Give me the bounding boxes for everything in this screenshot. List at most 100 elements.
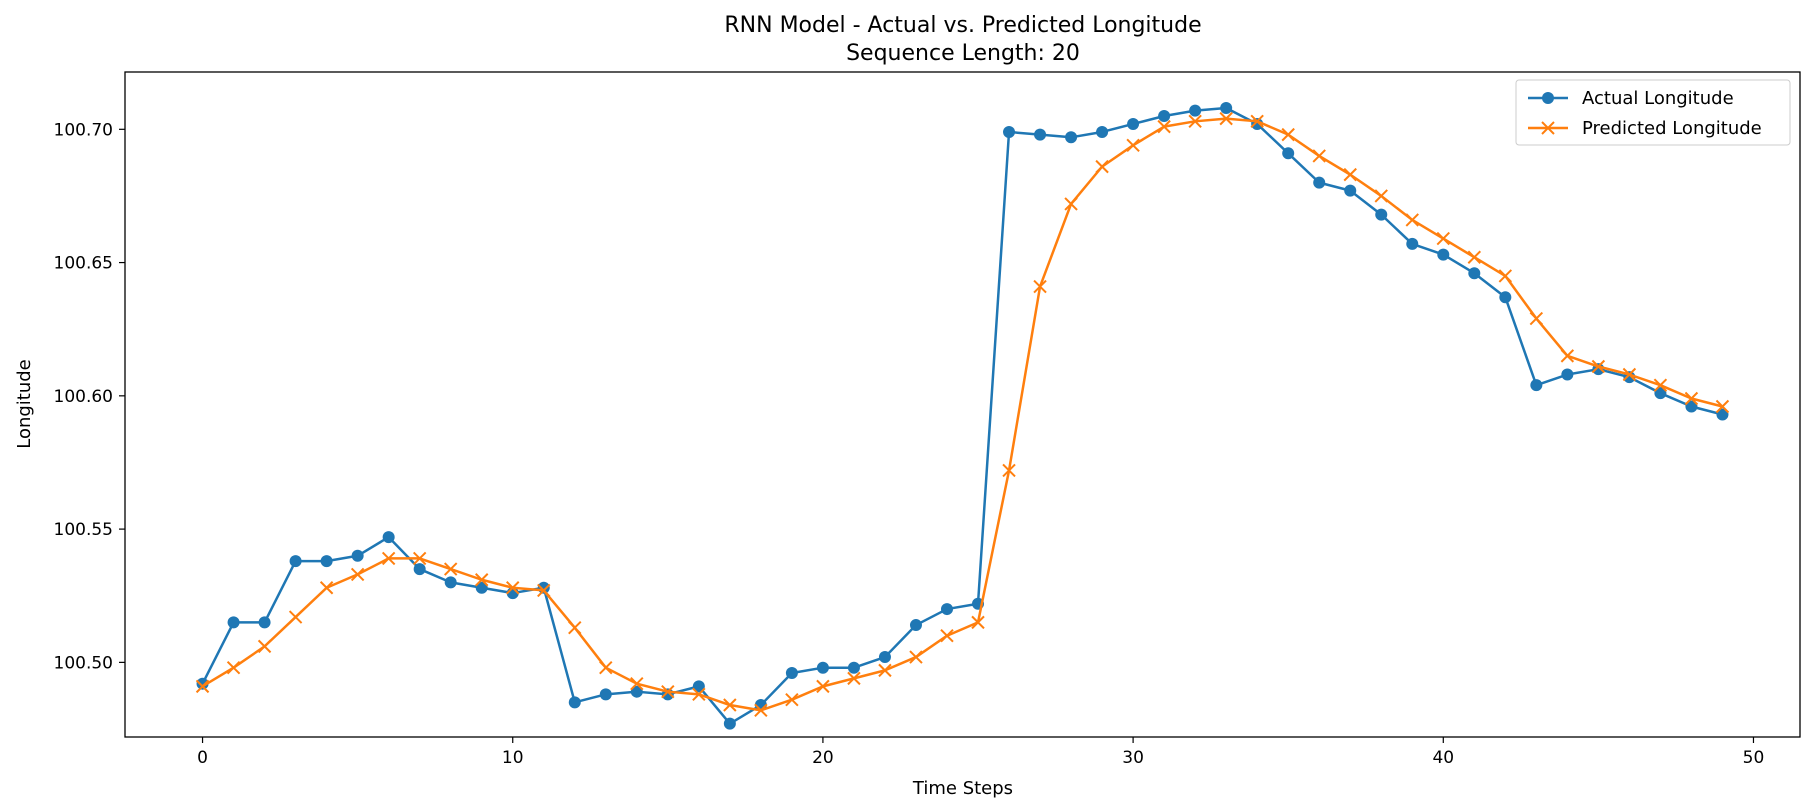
data-point-predicted — [1436, 231, 1450, 246]
y-tick-label: 100.50 — [54, 653, 113, 673]
plot-area-frame — [124, 71, 1801, 738]
data-point-actual — [1685, 400, 1698, 413]
x-tick-label: 10 — [502, 748, 524, 768]
data-point-predicted — [226, 660, 241, 675]
data-point-predicted — [1467, 250, 1482, 264]
x-tick-label: 20 — [812, 748, 834, 768]
data-point-predicted — [723, 698, 737, 712]
legend-label-predicted: Predicted Longitude — [1582, 118, 1762, 139]
data-point-predicted — [1684, 391, 1699, 406]
data-point-predicted — [568, 621, 582, 635]
data-point-actual — [1282, 147, 1295, 160]
chart-title: RNN Model - Actual vs. Predicted Longitu… — [724, 13, 1201, 38]
data-point-actual — [475, 581, 488, 594]
data-point-predicted — [537, 583, 551, 598]
data-point-actual — [258, 616, 271, 629]
data-point-actual — [1375, 208, 1388, 221]
data-point-predicted — [661, 684, 675, 699]
data-point-actual — [599, 688, 612, 701]
data-point-predicted — [1715, 399, 1730, 414]
data-point-predicted — [909, 650, 923, 664]
data-point-actual — [227, 616, 240, 629]
data-point-predicted — [1250, 114, 1264, 129]
data-point-predicted — [412, 551, 427, 566]
y-axis-ticks: 100.50 100.55 100.60 100.65 100.70 — [54, 120, 125, 673]
data-point-predicted — [1405, 213, 1419, 227]
series-line-predicted — [201, 117, 1723, 712]
data-point-predicted — [1622, 367, 1637, 382]
data-point-actual — [1437, 248, 1450, 261]
data-point-actual — [413, 563, 426, 576]
data-point-actual — [1313, 176, 1326, 189]
data-point-predicted — [1281, 127, 1295, 142]
data-point-predicted — [599, 660, 613, 675]
data-point-actual — [1127, 117, 1140, 130]
legend: Actual Longitude Predicted Longitude — [1515, 79, 1791, 146]
data-point-predicted — [1064, 197, 1078, 211]
data-point-actual — [1344, 184, 1357, 197]
data-point-actual — [1158, 109, 1171, 122]
data-point-actual — [878, 651, 891, 664]
data-point-predicted — [878, 663, 892, 678]
data-point-actual — [444, 576, 457, 589]
data-point-actual — [1096, 125, 1109, 138]
data-point-predicted — [1002, 463, 1016, 478]
data-point-predicted — [475, 573, 489, 587]
data-point-predicted — [443, 562, 458, 576]
data-point-actual — [785, 667, 798, 680]
data-point-predicted — [1591, 359, 1606, 374]
data-point-predicted — [288, 610, 303, 624]
y-tick-label: 100.70 — [54, 120, 113, 140]
data-point-predicted — [1560, 349, 1575, 363]
data-point-actual — [816, 661, 829, 674]
data-point-actual — [1499, 291, 1512, 304]
data-point-actual — [196, 677, 209, 690]
data-point-predicted — [1498, 269, 1513, 283]
x-axis-ticks: 0 10 20 30 40 50 — [197, 737, 1764, 768]
legend-label-actual: Actual Longitude — [1582, 88, 1734, 109]
data-point-actual — [1468, 267, 1481, 280]
data-point-actual — [1034, 128, 1047, 141]
data-point-actual — [289, 555, 302, 568]
data-point-predicted — [1157, 119, 1171, 134]
data-point-predicted — [506, 581, 520, 595]
y-tick-label: 100.65 — [54, 254, 113, 274]
data-point-predicted — [1653, 378, 1668, 392]
data-point-actual — [1561, 368, 1574, 381]
data-point-actual — [320, 555, 333, 568]
data-point-predicted — [257, 639, 272, 654]
data-point-predicted — [971, 615, 985, 630]
data-point-predicted — [940, 629, 954, 643]
data-point-predicted — [1126, 138, 1140, 153]
data-point-predicted — [785, 692, 799, 707]
data-point-predicted — [1188, 114, 1202, 129]
x-tick-label: 50 — [1743, 748, 1765, 768]
data-point-actual — [1003, 125, 1016, 138]
data-point-predicted — [1312, 149, 1326, 163]
data-point-predicted — [692, 687, 706, 702]
data-point-actual — [630, 685, 643, 698]
x-tick-label: 0 — [197, 748, 208, 768]
series-layer — [195, 101, 1730, 730]
data-point-predicted — [1343, 167, 1357, 182]
x-tick-label: 40 — [1432, 748, 1454, 768]
data-point-predicted — [630, 676, 644, 691]
data-point-actual — [692, 680, 705, 693]
data-point-predicted — [1529, 311, 1544, 326]
data-point-actual — [909, 619, 922, 632]
data-point-actual — [1654, 387, 1667, 400]
data-point-actual — [723, 717, 736, 730]
data-point-actual — [1406, 237, 1419, 250]
data-point-predicted — [1033, 279, 1047, 294]
data-point-actual — [1220, 101, 1233, 114]
data-point-predicted — [350, 567, 365, 582]
legend-marker-actual — [1542, 92, 1554, 104]
data-point-predicted — [1374, 189, 1388, 203]
data-point-predicted — [319, 581, 334, 595]
data-point-actual — [1065, 131, 1078, 144]
data-point-actual — [1189, 104, 1202, 117]
chart-subtitle: Sequence Length: 20 — [846, 41, 1080, 66]
data-point-actual — [1530, 379, 1543, 392]
data-point-predicted — [754, 703, 768, 718]
y-tick-label: 100.55 — [54, 520, 113, 540]
